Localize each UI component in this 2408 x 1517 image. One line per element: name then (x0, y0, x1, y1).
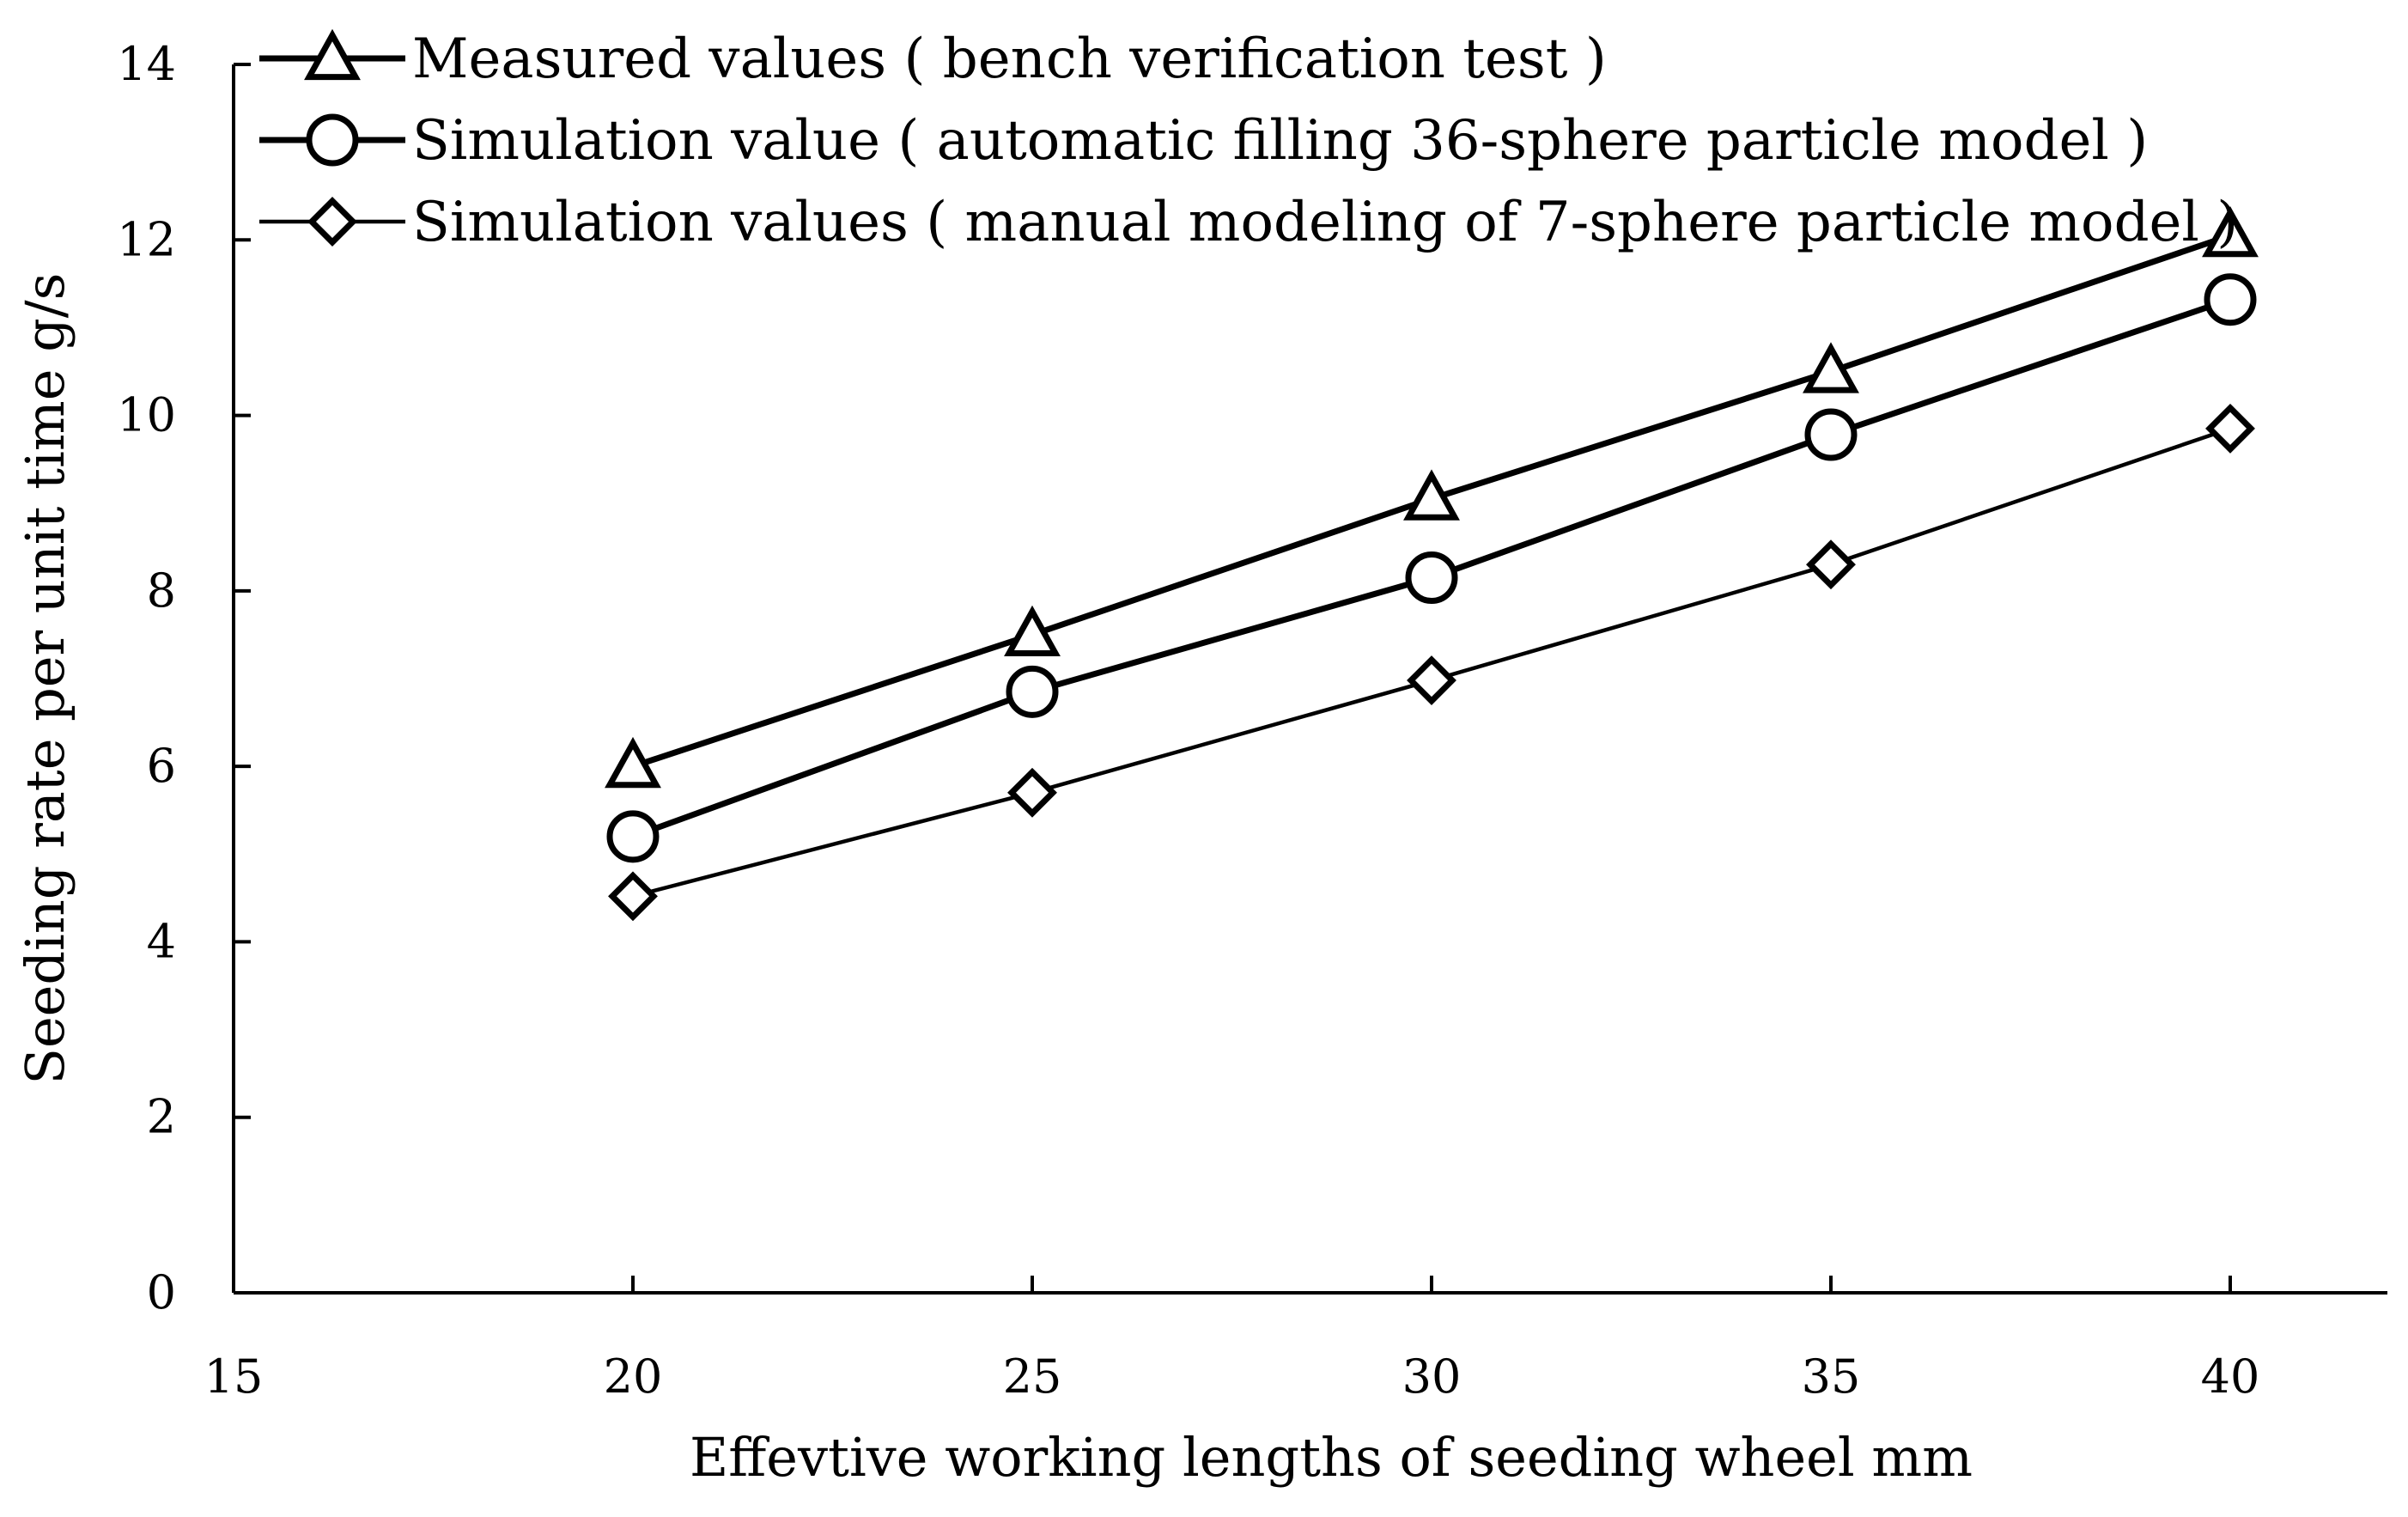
y-tick-label: 10 (117, 388, 176, 442)
legend-entry: Simulation value ( automatic filling 36-… (259, 109, 2148, 173)
data-point-triangle (1803, 342, 1859, 393)
data-point-circle (1405, 551, 1458, 605)
legend-swatch-marker (307, 197, 357, 247)
series-group (605, 205, 2259, 922)
legend-swatch-marker (304, 28, 361, 81)
legend-entry: Measured values ( bench verification tes… (259, 27, 1607, 91)
data-point-circle (606, 810, 660, 863)
series-triangle (605, 205, 2259, 789)
legend-label: Measured values ( bench verification tes… (412, 27, 1607, 91)
data-point-triangle (1004, 605, 1061, 657)
y-tick-label: 8 (147, 564, 176, 618)
y-axis-title: Seeding rate per unit time g/s (14, 273, 76, 1085)
data-point-diamond (1007, 767, 1057, 818)
y-tick-label: 4 (147, 914, 176, 968)
y-tick-label: 14 (117, 37, 176, 91)
series-diamond (608, 403, 2255, 922)
axis-ticks: 0 2 4 6 8 10 12 14 15 20 25 30 35 40 (117, 37, 2259, 1404)
legend-swatch-marker (306, 113, 359, 167)
x-tick-label: 15 (204, 1349, 264, 1404)
x-axis-title: Effevtive working lengths of seeding whe… (690, 1426, 1973, 1489)
data-point-diamond (608, 871, 658, 922)
data-point-diamond (1806, 539, 1856, 590)
legend-entry: Simulation values ( manual modeling of 7… (259, 191, 2238, 254)
y-tick-label: 2 (147, 1090, 176, 1144)
axes (232, 64, 2387, 1295)
x-tick-label: 40 (2201, 1349, 2260, 1404)
x-tick-label: 20 (604, 1349, 663, 1404)
data-point-triangle (2202, 205, 2259, 258)
series-circle (606, 273, 2257, 863)
y-tick-label: 12 (117, 212, 176, 266)
data-point-triangle (605, 736, 661, 789)
x-tick-label: 35 (1802, 1349, 1861, 1404)
legend-label: Simulation values ( manual modeling of 7… (412, 191, 2238, 254)
data-point-circle (2204, 273, 2257, 326)
x-tick-label: 25 (1003, 1349, 1062, 1404)
legend-label: Simulation value ( automatic filling 36-… (412, 109, 2148, 173)
legend: Measured values ( bench verification tes… (259, 27, 2238, 254)
y-tick-label: 0 (147, 1265, 176, 1319)
data-point-diamond (2205, 403, 2255, 454)
data-point-circle (1804, 408, 1858, 461)
data-point-triangle (1403, 469, 1460, 521)
data-point-circle (1006, 665, 1059, 718)
x-tick-label: 30 (1402, 1349, 1462, 1404)
data-point-diamond (1407, 655, 1456, 705)
y-tick-label: 6 (147, 739, 176, 793)
